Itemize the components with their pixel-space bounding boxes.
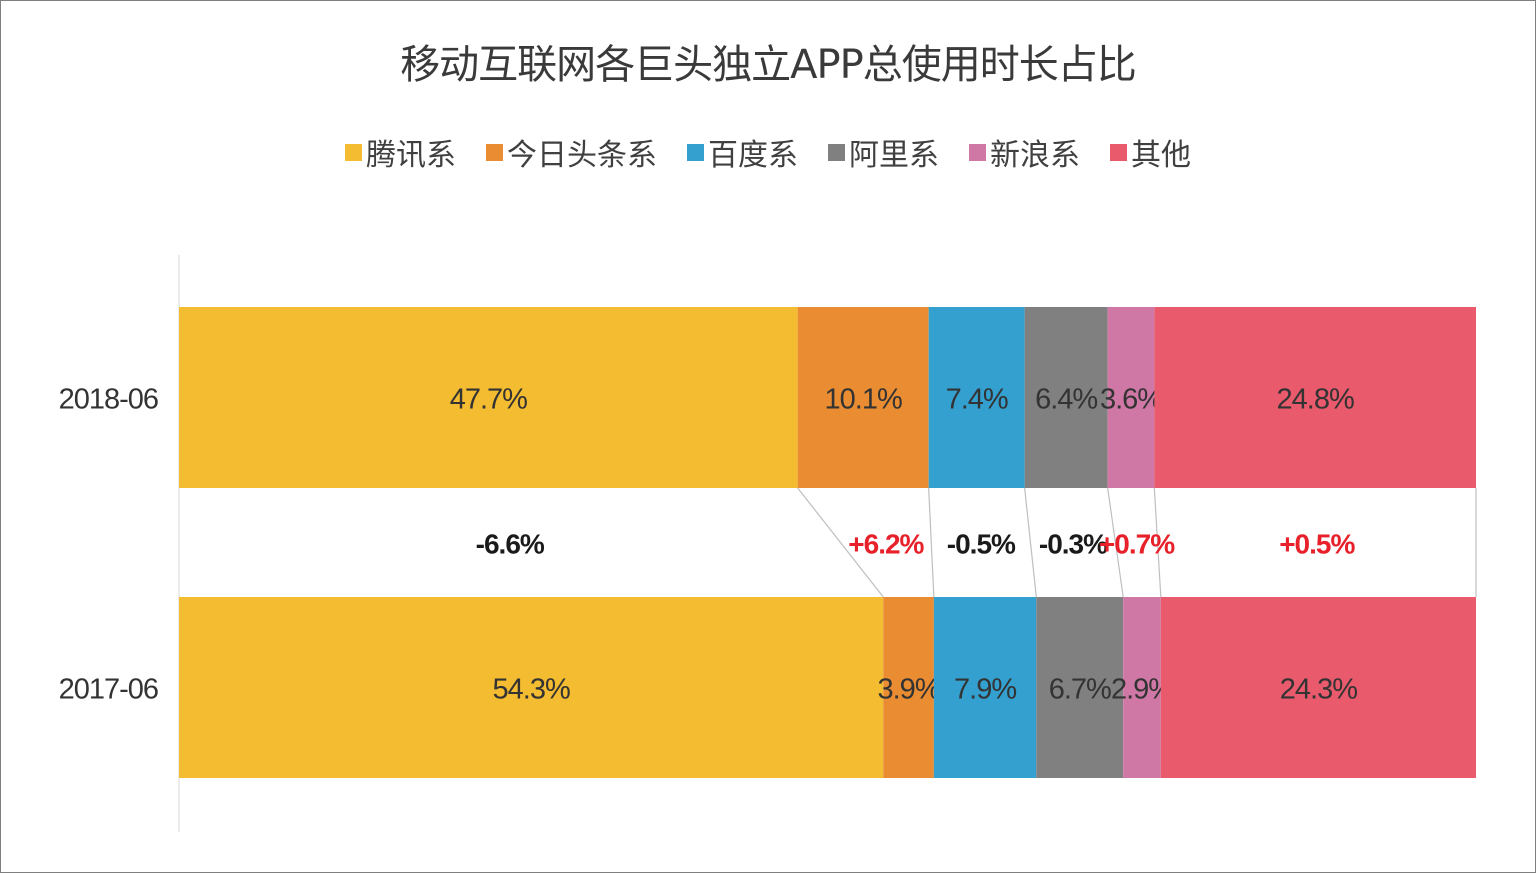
- bar-segment: [1123, 597, 1161, 778]
- change-label: -0.3%: [1039, 529, 1108, 560]
- bar-segment: [179, 307, 798, 488]
- connector-line: [928, 487, 935, 598]
- bar-value-label: 7.4%: [946, 384, 1008, 416]
- bar-segment: [883, 597, 934, 778]
- connector-line: [1024, 487, 1037, 598]
- chart-title: 移动互联网各巨头独立APP总使用时长占比: [400, 42, 1137, 88]
- bar-value-label: 24.3%: [1280, 674, 1357, 706]
- legend-swatch: [345, 143, 362, 161]
- bar-segment: [933, 597, 1037, 778]
- bar-segment: [1024, 307, 1108, 488]
- legend-item: 百度系: [687, 130, 798, 174]
- legend-label: 新浪系: [990, 138, 1080, 173]
- category-label: 2018-06: [59, 384, 158, 416]
- legend-swatch: [1110, 143, 1127, 161]
- legend-label: 阿里系: [849, 138, 939, 173]
- legend-label: 腾讯系: [366, 138, 456, 173]
- connector-line: [1107, 487, 1124, 598]
- chart-legend: 腾讯系 今日头条系 百度系 阿里系 新浪系 其他: [0, 130, 1536, 174]
- legend-item: 阿里系: [828, 130, 939, 174]
- bar-value-label: 10.1%: [825, 384, 902, 416]
- change-label: -6.6%: [476, 529, 545, 560]
- connector-line: [1153, 487, 1162, 598]
- bar-value-label: 54.3%: [493, 674, 570, 706]
- legend-label: 其他: [1131, 138, 1191, 173]
- bar-segment: [1160, 597, 1476, 778]
- legend-label: 今日头条系: [507, 138, 657, 173]
- change-label: +0.5%: [1279, 529, 1355, 560]
- bar-value-label: 6.7%: [1049, 674, 1111, 706]
- bar-segment: [1036, 597, 1124, 778]
- legend-swatch: [969, 143, 986, 161]
- legend-label: 百度系: [708, 138, 798, 173]
- legend-item: 新浪系: [969, 130, 1080, 174]
- change-label: +0.7%: [1099, 529, 1175, 560]
- category-label: 2017-06: [59, 674, 158, 706]
- change-label: -0.5%: [947, 529, 1016, 560]
- legend-swatch: [687, 143, 704, 161]
- bar-segment: [797, 307, 929, 488]
- legend-item: 其他: [1110, 130, 1191, 174]
- bar-value-label: 6.4%: [1035, 384, 1097, 416]
- legend-item: 腾讯系: [345, 130, 456, 174]
- bar-segment: [1154, 307, 1476, 488]
- bar-value-label: 47.7%: [450, 384, 527, 416]
- bar-value-label: 7.9%: [954, 674, 1016, 706]
- change-label: +6.2%: [848, 529, 924, 560]
- legend-swatch: [828, 143, 845, 161]
- bar-segment: [179, 597, 884, 778]
- bar-value-label: 24.8%: [1277, 384, 1354, 416]
- bar-value-label: 3.6%: [1100, 384, 1162, 416]
- legend-item: 今日头条系: [486, 130, 657, 174]
- bar-value-label: 3.9%: [878, 674, 940, 706]
- connector-line: [797, 487, 884, 598]
- bar-segment: [928, 307, 1025, 488]
- legend-swatch: [486, 143, 503, 161]
- bar-segment: [1107, 307, 1155, 488]
